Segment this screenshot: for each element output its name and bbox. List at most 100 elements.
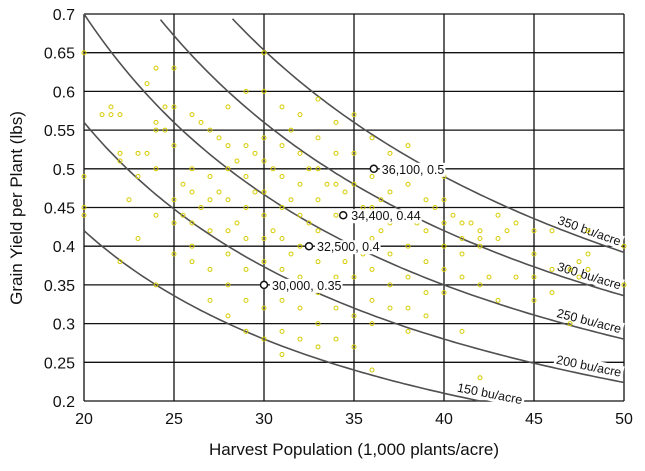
data-point — [261, 158, 267, 164]
data-point — [567, 321, 573, 327]
data-point — [432, 205, 438, 210]
data-point — [423, 259, 429, 265]
data-point — [81, 212, 87, 218]
data-point — [279, 174, 285, 180]
data-point — [297, 212, 303, 218]
data-point — [225, 143, 231, 149]
tick-labels: 20 25 30 35 40 45 50 0.2 0.25 0.3 0.35 0.4 0.45 0.5 0.… — [44, 7, 633, 428]
data-point — [171, 143, 177, 149]
data-point — [567, 266, 573, 272]
y-tick-label: 0.6 — [53, 84, 75, 101]
data-point — [513, 220, 519, 226]
y-axis-label: Grain Yield per Plant (lbs) — [7, 111, 26, 305]
x-tick-label: 40 — [435, 411, 453, 428]
data-point — [459, 274, 465, 280]
data-point — [297, 112, 303, 118]
data-point — [297, 336, 303, 342]
data-point — [270, 166, 276, 172]
data-point — [243, 266, 249, 272]
data-point — [207, 127, 213, 133]
data-point — [459, 235, 465, 241]
data-point — [351, 313, 357, 319]
data-point — [324, 181, 330, 187]
data-point — [405, 328, 411, 334]
data-point — [108, 112, 114, 118]
data-point — [387, 189, 393, 195]
y-tick-label: 0.3 — [53, 317, 75, 334]
data-point — [297, 305, 303, 311]
data-point — [225, 104, 231, 110]
data-point — [531, 297, 537, 303]
data-point — [333, 119, 339, 125]
data-point — [504, 228, 510, 234]
data-point — [279, 235, 285, 241]
x-tick-label: 30 — [255, 411, 273, 428]
data-point — [261, 50, 267, 56]
data-point — [153, 212, 159, 218]
highlight-label-bg — [315, 240, 381, 255]
x-tick-label: 45 — [525, 411, 543, 428]
data-point — [270, 228, 276, 234]
data-point — [153, 127, 159, 133]
data-point — [153, 282, 159, 288]
data-point — [531, 228, 537, 234]
data-point — [180, 212, 186, 218]
data-point — [243, 174, 249, 180]
data-point — [387, 150, 393, 156]
data-point — [306, 220, 312, 226]
data-point — [315, 197, 321, 203]
data-point — [495, 212, 501, 218]
data-point — [135, 150, 141, 156]
data-point — [621, 243, 627, 249]
data-point — [225, 228, 231, 234]
data-point — [576, 274, 582, 280]
data-point — [342, 259, 348, 265]
highlight-label-bg — [270, 278, 343, 293]
data-point — [495, 235, 501, 241]
data-point — [531, 274, 537, 280]
data-point — [423, 313, 429, 319]
highlight-point — [259, 280, 269, 290]
data-point — [315, 96, 321, 102]
highlighted-points: 36,100, 0.5 34,400, 0.44 32,500, 0.4 30,000… — [259, 162, 446, 293]
data-point — [279, 266, 285, 272]
highlight-label: 30,000, 0.35 — [272, 279, 342, 293]
data-point — [351, 344, 357, 350]
data-point — [369, 135, 375, 141]
data-point — [117, 259, 123, 265]
data-point — [207, 266, 213, 272]
data-point — [351, 112, 357, 118]
data-point — [513, 274, 519, 280]
data-point — [468, 220, 474, 226]
data-point — [405, 143, 411, 149]
y-tick-label: 0.7 — [53, 7, 75, 24]
data-point — [252, 150, 258, 156]
data-point — [387, 305, 393, 311]
data-point — [441, 290, 447, 296]
data-point — [477, 375, 483, 381]
curve-label-bg — [553, 305, 625, 337]
data-point — [486, 274, 492, 280]
data-point — [225, 282, 231, 288]
data-point — [252, 189, 258, 195]
highlight-point — [369, 164, 379, 174]
data-point — [279, 143, 285, 149]
data-point — [234, 220, 240, 226]
data-point — [243, 143, 249, 149]
data-point — [189, 243, 195, 249]
data-point — [261, 235, 267, 241]
data-point — [585, 228, 591, 234]
data-point — [207, 174, 213, 180]
data-point — [288, 251, 294, 257]
data-point — [387, 282, 393, 288]
highlight-point — [338, 210, 348, 220]
data-point — [207, 228, 213, 234]
data-point — [171, 251, 177, 257]
data-point — [261, 212, 267, 218]
data-point — [351, 150, 357, 156]
grid — [83, 13, 625, 402]
data-point — [423, 290, 429, 296]
data-point — [261, 259, 267, 265]
data-point — [351, 274, 357, 280]
